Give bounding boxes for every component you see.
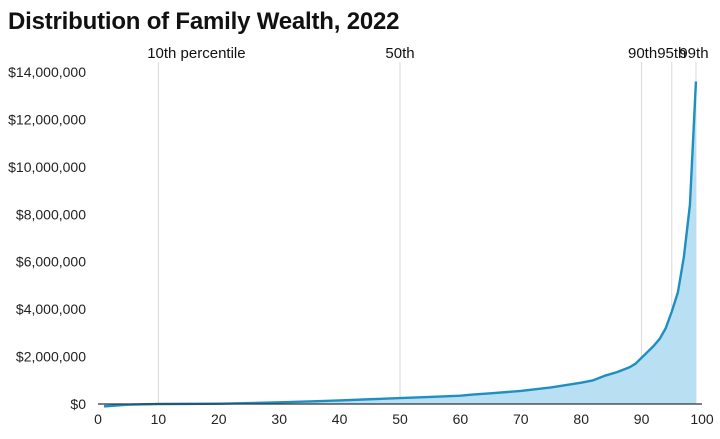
y-tick-label: $4,000,000 (16, 301, 86, 317)
percentile-label-10: 10th percentile (147, 45, 245, 62)
x-tick-label: 90 (634, 411, 650, 427)
x-tick-label: 70 (513, 411, 529, 427)
x-tick-label: 40 (332, 411, 348, 427)
x-tick-label: 50 (392, 411, 408, 427)
x-tick-label: 20 (211, 411, 227, 427)
y-tick-label: $8,000,000 (16, 206, 86, 222)
percentile-label-90: 90th (628, 45, 657, 62)
y-tick-label: $14,000,000 (8, 64, 86, 80)
y-tick-label: $6,000,000 (16, 254, 86, 270)
y-tick-label: $2,000,000 (16, 349, 86, 365)
x-tick-label: 30 (271, 411, 287, 427)
series-line (103, 81, 698, 408)
x-tick-label: 0 (94, 411, 102, 427)
x-tick-label: 100 (690, 411, 714, 427)
y-tick-label: $12,000,000 (8, 111, 86, 127)
area-fill (104, 81, 696, 407)
percentile-label-50: 50th (385, 45, 414, 62)
percentile-label-99: 99th (679, 45, 708, 62)
grid-layer (157, 62, 697, 404)
chart-title: Distribution of Family Wealth, 2022 (8, 8, 400, 35)
label-layer: $0 $2,000,000 $4,000,000 $6,000,000 $8,000,0… (8, 45, 714, 427)
y-tick-label: $0 (70, 396, 86, 412)
x-tick-label: 10 (151, 411, 167, 427)
y-tick-label: $10,000,000 (8, 159, 86, 175)
area-layer (103, 81, 698, 408)
percentile-label-95: 95th (657, 45, 686, 62)
x-tick-label: 60 (453, 411, 469, 427)
x-tick-label: 80 (573, 411, 589, 427)
